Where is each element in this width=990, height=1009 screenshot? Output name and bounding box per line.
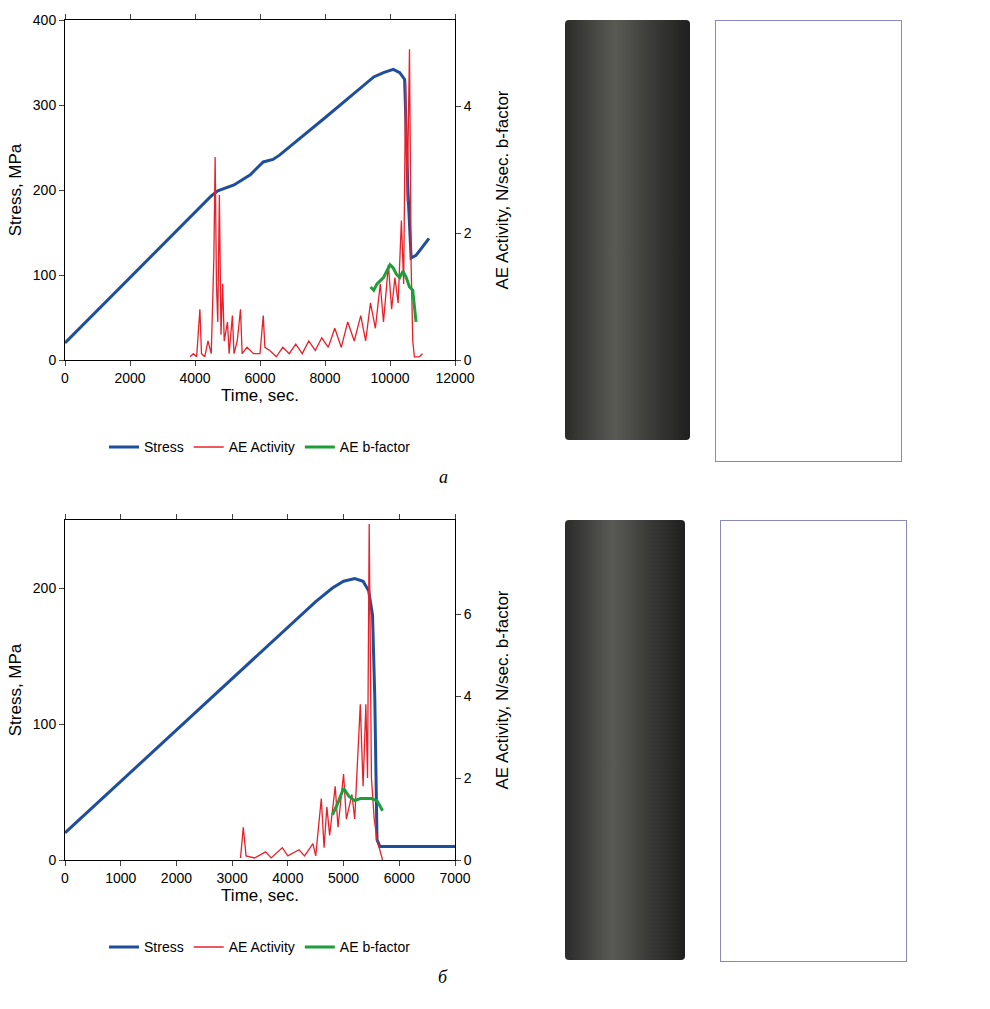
svg-text:0: 0	[61, 370, 69, 386]
svg-text:0: 0	[61, 870, 69, 886]
svg-text:Stress, MPa: Stress, MPa	[6, 143, 25, 236]
svg-text:2: 2	[464, 225, 472, 241]
svg-text:Time, sec.: Time, sec.	[221, 386, 299, 405]
svg-text:300: 300	[33, 97, 57, 113]
svg-text:6000: 6000	[244, 370, 275, 386]
svg-text:0: 0	[48, 852, 56, 868]
svg-text:12000: 12000	[436, 370, 475, 386]
svg-text:a: a	[439, 467, 448, 487]
svg-text:Stress: Stress	[144, 439, 184, 455]
svg-text:Stress, MPa: Stress, MPa	[6, 643, 25, 736]
svg-text:6: 6	[464, 606, 472, 622]
svg-text:4: 4	[464, 688, 472, 704]
svg-text:AE Activity, N/sec. b-factor: AE Activity, N/sec. b-factor	[493, 590, 512, 789]
svg-text:4: 4	[464, 98, 472, 114]
svg-text:200: 200	[33, 182, 57, 198]
svg-text:AE Activity: AE Activity	[229, 939, 295, 955]
svg-text:2000: 2000	[114, 370, 145, 386]
svg-text:б: б	[438, 967, 448, 987]
svg-text:1000: 1000	[105, 870, 136, 886]
svg-text:5000: 5000	[328, 870, 359, 886]
svg-text:Stress: Stress	[144, 939, 184, 955]
svg-text:AE Activity: AE Activity	[229, 439, 295, 455]
svg-text:7000: 7000	[439, 870, 470, 886]
svg-text:100: 100	[33, 716, 57, 732]
svg-text:AE b-factor: AE b-factor	[340, 439, 410, 455]
svg-text:AE b-factor: AE b-factor	[340, 939, 410, 955]
svg-text:Time, sec.: Time, sec.	[221, 886, 299, 905]
svg-text:0: 0	[464, 352, 472, 368]
svg-text:200: 200	[33, 580, 57, 596]
svg-text:0: 0	[464, 852, 472, 868]
svg-text:10000: 10000	[371, 370, 410, 386]
svg-text:8000: 8000	[309, 370, 340, 386]
svg-text:AE Activity, N/sec. b-factor: AE Activity, N/sec. b-factor	[493, 90, 512, 289]
svg-text:3000: 3000	[217, 870, 248, 886]
svg-text:6000: 6000	[384, 870, 415, 886]
svg-text:400: 400	[33, 12, 57, 28]
svg-text:4000: 4000	[179, 370, 210, 386]
svg-text:0: 0	[48, 352, 56, 368]
svg-text:4000: 4000	[272, 870, 303, 886]
svg-text:100: 100	[33, 267, 57, 283]
svg-text:2: 2	[464, 770, 472, 786]
svg-text:2000: 2000	[161, 870, 192, 886]
